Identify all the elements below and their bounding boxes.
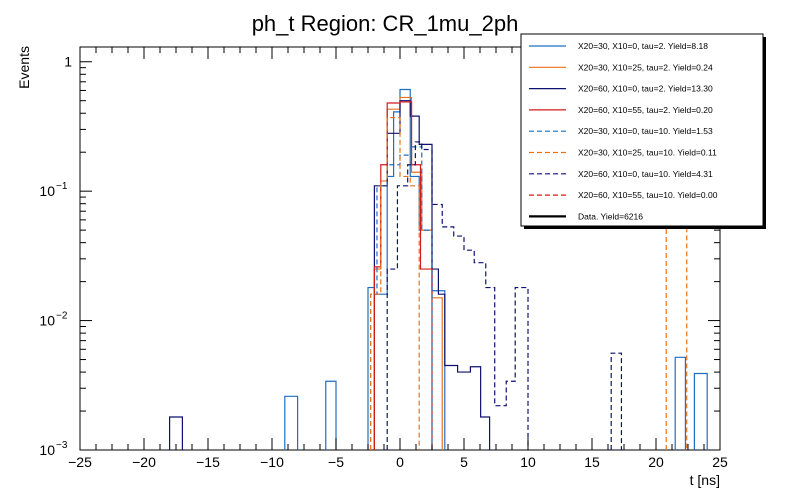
- x-axis-label: t [ns]: [690, 472, 720, 488]
- series-0-bin-0: [285, 396, 298, 450]
- series-0-bin-1: [326, 381, 336, 450]
- series-5: [369, 117, 688, 450]
- legend-label-5: X20=30, X10=25, tau=10. Yield=0.11: [578, 148, 717, 158]
- y-tick-label: 1: [64, 54, 72, 70]
- series-6-bin-11: [495, 406, 507, 450]
- legend-label-4: X20=30, X10=0, tau=10. Yield=1.53: [578, 126, 713, 136]
- legend-label-3: X20=60, X10=55, tau=2. Yield=0.20: [578, 105, 713, 115]
- series-4: [369, 146, 433, 450]
- legend-label-1: X20=30, X10=25, tau=2. Yield=0.24: [578, 62, 713, 72]
- legend-label-6: X20=60, X10=0, tau=10. Yield=4.31: [578, 169, 713, 179]
- series-6-bin-5: [432, 204, 442, 450]
- x-tick-label: 5: [460, 454, 468, 470]
- series-0-bin-12: [694, 374, 707, 450]
- y-tick-label: 10: [39, 442, 55, 458]
- x-tick-label: 10: [520, 454, 536, 470]
- x-tick-label: 15: [584, 454, 600, 470]
- series-5-bin-0: [371, 294, 381, 450]
- series-6-bin-0: [387, 269, 397, 450]
- y-tick-label: 10: [39, 313, 55, 329]
- x-tick-label: 20: [648, 454, 664, 470]
- series-2: [169, 100, 491, 450]
- series-6: [386, 141, 623, 450]
- legend-label-2: X20=60, X10=0, tau=2. Yield=13.30: [578, 84, 713, 94]
- x-tick-label: 25: [712, 454, 728, 470]
- series-6-bin-3: [415, 142, 421, 450]
- x-tick-label: −5: [328, 454, 344, 470]
- series-6-bin-8: [464, 250, 474, 450]
- series-2-histogram: [169, 100, 491, 450]
- x-tick-label: −15: [196, 454, 220, 470]
- series-0: [284, 88, 708, 450]
- series-6-bin-2: [408, 165, 416, 450]
- legend-label-8: Data. Yield=6216: [578, 211, 643, 221]
- series-layer: [169, 88, 708, 450]
- y-tick-label: 10: [39, 183, 55, 199]
- legend-box: [520, 33, 764, 227]
- y-tick-exponent: −3: [56, 440, 68, 451]
- series-6-histogram: [386, 141, 623, 450]
- x-tick-label: −10: [260, 454, 284, 470]
- legend-entries: X20=30, X10=0, tau=2. Yield=8.18 X20=30, …: [529, 41, 718, 221]
- series-5-bin-1: [381, 181, 387, 450]
- x-tick-label: −25: [68, 454, 92, 470]
- series-6-bin-9: [474, 263, 486, 450]
- y-axis-label: Events: [16, 46, 32, 89]
- series-6-bin-4: [422, 149, 432, 450]
- series-4-histogram: [369, 146, 433, 450]
- series-6-bin-7: [454, 236, 464, 450]
- series-0-histogram: [284, 88, 708, 450]
- series-6-bin-6: [442, 227, 454, 450]
- series-6-bin-14: [611, 353, 621, 450]
- series-6-bin-10: [486, 288, 495, 450]
- chart-title: ph_t Region: CR_1mu_2ph: [252, 11, 519, 36]
- legend-label-0: X20=30, X10=0, tau=2. Yield=8.18: [578, 41, 708, 51]
- series-6-bin-13: [515, 288, 528, 450]
- series-5-histogram: [369, 117, 688, 450]
- y-tick-exponent: −1: [56, 181, 68, 192]
- x-tick-label: −20: [132, 454, 156, 470]
- series-6-bin-1: [397, 186, 407, 450]
- series-6-bin-12: [506, 381, 515, 450]
- y-tick-exponent: −2: [56, 311, 68, 322]
- legend: X20=30, X10=0, tau=2. Yield=8.18 X20=30, …: [520, 33, 766, 229]
- legend-label-7: X20=60, X10=55, tau=10. Yield=0.00: [578, 190, 718, 200]
- x-tick-label: 0: [396, 454, 404, 470]
